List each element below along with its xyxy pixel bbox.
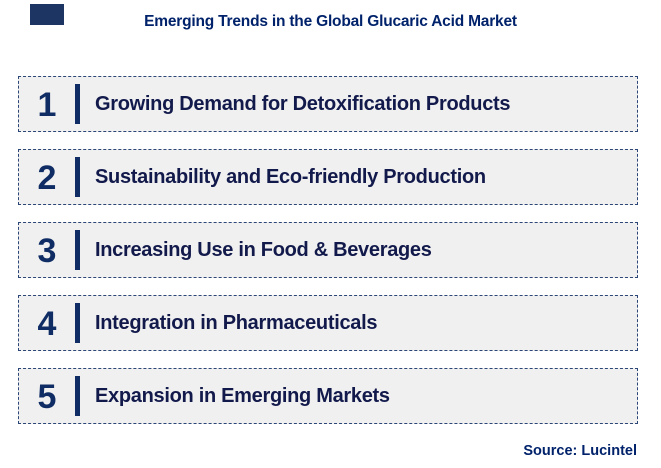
trend-number: 2 [37,159,57,197]
trend-number: 3 [37,232,57,270]
trend-divider-bar [75,157,80,197]
corner-brand-mark [30,4,64,25]
trend-label: Expansion in Emerging Markets [95,384,390,407]
trend-row: 3 Increasing Use in Food & Beverages [18,222,638,278]
trend-label: Growing Demand for Detoxification Produc… [95,92,511,115]
trend-label: Integration in Pharmaceuticals [95,311,378,334]
trend-label: Sustainability and Eco-friendly Producti… [95,165,486,188]
source-credit: Source: Lucintel [523,443,637,459]
trend-list: 1 Growing Demand for Detoxification Prod… [18,76,638,441]
trend-row: 4 Integration in Pharmaceuticals [18,295,638,351]
trend-divider-bar [75,230,80,270]
trend-row: 5 Expansion in Emerging Markets [18,368,638,424]
trend-divider-bar [75,376,80,416]
trend-label: Increasing Use in Food & Beverages [95,238,432,261]
page-title: Emerging Trends in the Global Glucaric A… [144,13,517,30]
trend-number: 5 [37,378,57,416]
trend-number: 1 [37,86,57,124]
trend-row: 1 Growing Demand for Detoxification Prod… [18,76,638,132]
trend-divider-bar [75,303,80,343]
trend-row: 2 Sustainability and Eco-friendly Produc… [18,149,638,205]
trend-divider-bar [75,84,80,124]
trend-number: 4 [37,305,57,343]
